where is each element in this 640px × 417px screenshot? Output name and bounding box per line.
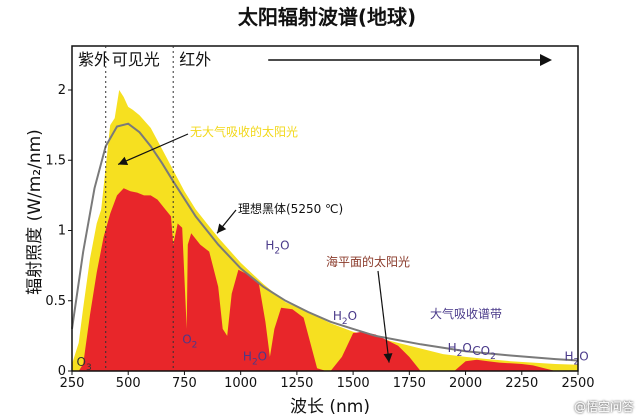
absorption-label-4: H2O: [333, 309, 357, 327]
callout-arrowhead-1: [217, 223, 227, 234]
sea-level-label: 海平面的太阳光: [326, 254, 410, 269]
y-tick-label-2: 1: [58, 224, 66, 239]
x-tick-label-5: 1500: [337, 376, 370, 391]
y-tick-label-0: 0: [58, 364, 66, 379]
series-area-1: [78, 188, 578, 371]
absorption-bands-label: 大气吸收谱带: [430, 306, 502, 321]
x-tick-label-2: 750: [172, 376, 197, 391]
x-axis-label: 波长 (nm): [290, 397, 370, 417]
y-tick-label-4: 2: [58, 83, 66, 98]
series-line-2: [71, 122, 579, 362]
callout-arrowhead-0: [118, 156, 129, 165]
x-tick-label-1: 500: [116, 376, 141, 391]
watermark: @悟空问答: [573, 400, 634, 414]
blackbody-label: 理想黑体(5250 ℃): [238, 201, 343, 216]
plot-frame: [71, 45, 579, 372]
y-axis-label: 辐射照度 (W/m₂/nm): [25, 129, 45, 295]
absorption-label-2: H2O: [243, 350, 267, 368]
infrared-arrow-head: [540, 54, 552, 66]
x-tick-label-9: 2500: [561, 376, 594, 391]
chart-title: 太阳辐射波谱(地球): [238, 5, 416, 29]
x-tick-label-6: 1750: [393, 376, 426, 391]
region-label-2: 红外: [179, 50, 211, 69]
absorption-label-5: H2O: [448, 341, 472, 359]
region-label-0: 紫外: [78, 50, 110, 69]
x-tick-label-8: 2250: [505, 376, 538, 391]
region-label-1: 可见光: [112, 50, 160, 69]
absorption-label-6: CO2: [472, 344, 496, 362]
callout-line-2: [377, 270, 390, 363]
y-tick-label-3: 1.5: [45, 153, 66, 168]
x-tick-label-4: 1250: [280, 376, 313, 391]
callout-arrowhead-2: [383, 353, 393, 363]
x-tick-label-0: 250: [60, 376, 85, 391]
absorption-label-7: H2O: [565, 350, 589, 368]
x-tick-label-7: 2000: [449, 376, 482, 391]
y-tick-label-1: 0.5: [45, 294, 66, 309]
callout-line-0: [117, 133, 189, 166]
x-tick-label-3: 1000: [224, 376, 257, 391]
extraterrestrial-label: 无大气吸收的太阳光: [190, 124, 298, 139]
absorption-label-3: H2O: [265, 239, 289, 257]
